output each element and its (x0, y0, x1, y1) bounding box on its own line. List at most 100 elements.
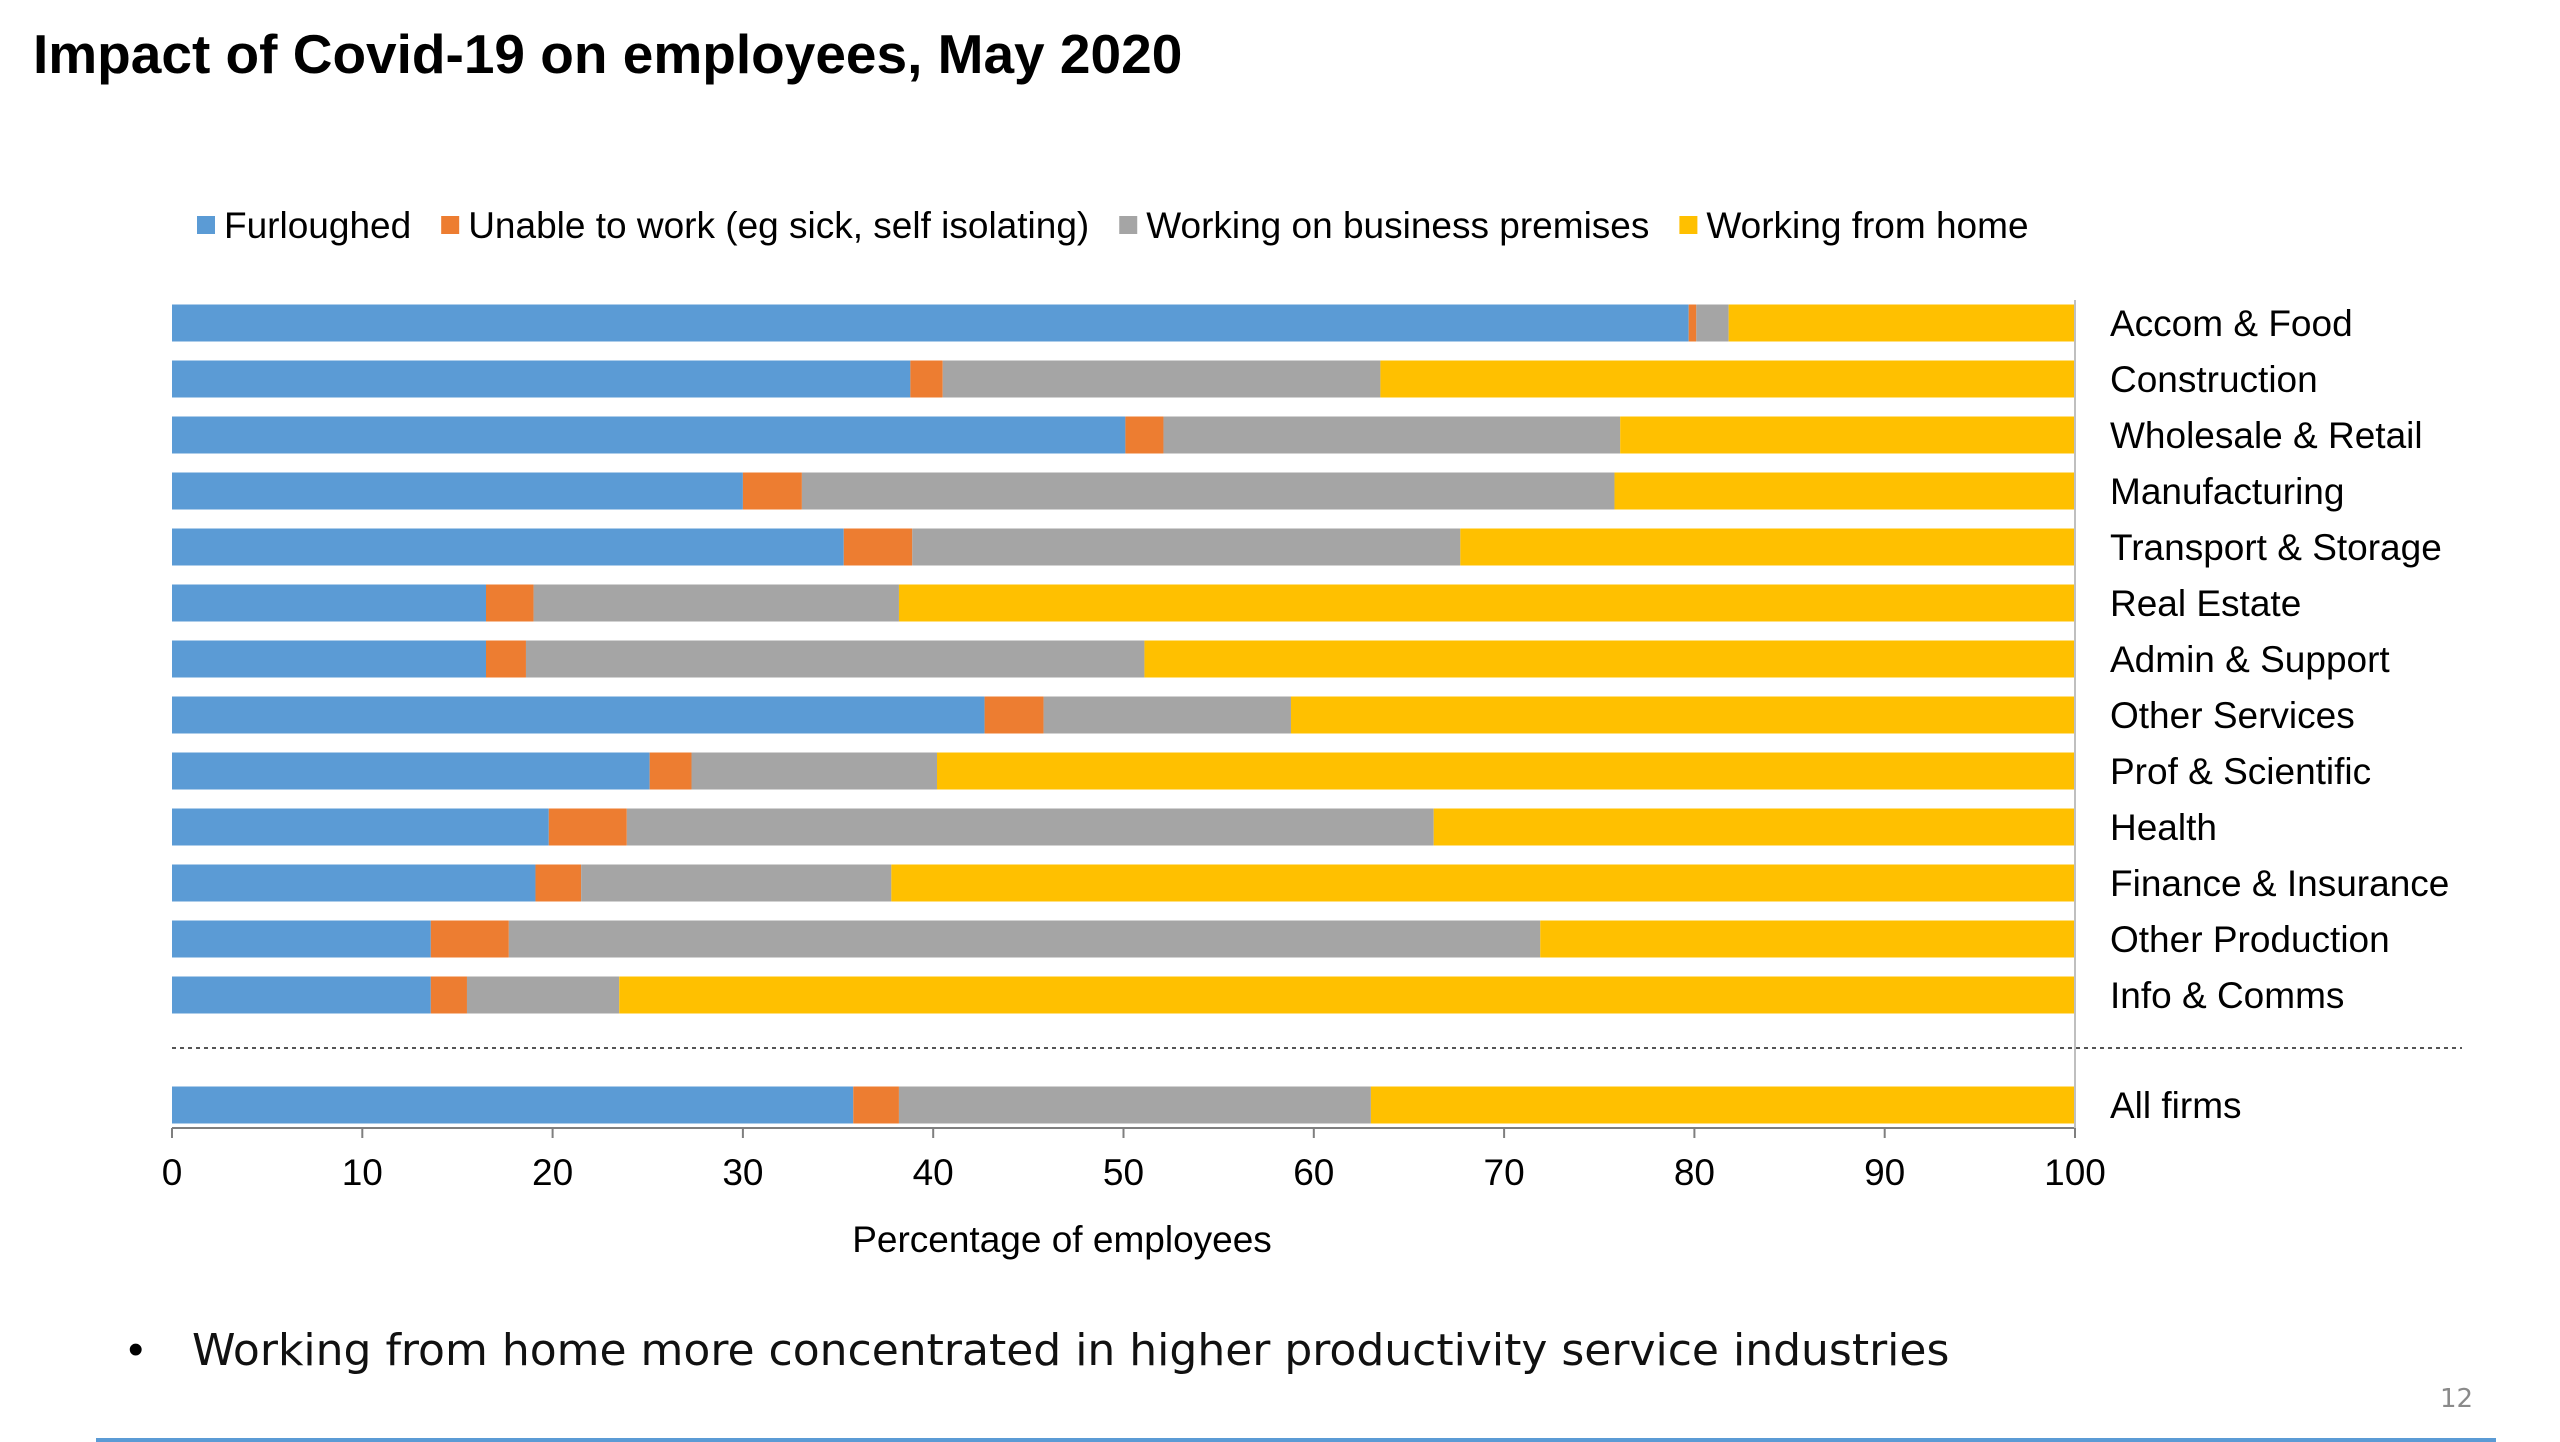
chart-legend: Furloughed Unable to work (eg sick, self … (197, 205, 2029, 246)
category-label-all-firms: All firms (2110, 1085, 2242, 1126)
x-tick-label: 30 (722, 1152, 763, 1193)
bar-other-production-working-on-business-premises (508, 920, 1541, 958)
category-label-other-services: Other Services (2110, 695, 2355, 736)
bar-all-firms-furloughed (172, 1086, 854, 1124)
bar-construction-furloughed (172, 360, 911, 398)
bar-wholesale-and-retail-unable-to-work-eg-sick-self-isolating (1125, 416, 1164, 454)
bar-construction-working-on-business-premises (942, 360, 1381, 398)
bar-all-firms-working-from-home (1370, 1086, 2075, 1124)
bar-transport-and-storage-working-on-business-premises (912, 528, 1461, 566)
bar-other-services-unable-to-work-eg-sick-self-isolating (984, 696, 1044, 734)
category-label-accom-and-food: Accom & Food (2110, 303, 2353, 344)
category-label-construction: Construction (2110, 359, 2318, 400)
bar-accom-and-food-working-from-home (1728, 304, 2075, 342)
legend-swatch-unable-to-work-eg-sick-self-isolating (441, 216, 460, 234)
bar-all-firms-working-on-business-premises (898, 1086, 1371, 1124)
bar-admin-and-support-unable-to-work-eg-sick-self-isolating (486, 640, 526, 678)
x-tick-label: 40 (913, 1152, 954, 1193)
legend-swatch-working-from-home (1679, 216, 1698, 234)
category-label-manufacturing: Manufacturing (2110, 471, 2344, 512)
bar-all-firms-unable-to-work-eg-sick-self-isolating (853, 1086, 899, 1124)
legend-label-working-from-home: Working from home (1706, 205, 2028, 246)
bar-finance-and-insurance-working-on-business-premises (581, 864, 892, 902)
bar-info-and-comms-furloughed (172, 976, 431, 1014)
category-label-transport-and-storage: Transport & Storage (2110, 527, 2442, 568)
category-label-other-production: Other Production (2110, 919, 2390, 960)
bullet-text: Working from home more concentrated in h… (192, 1325, 1950, 1376)
bar-accom-and-food-working-on-business-premises (1696, 304, 1729, 342)
bar-construction-working-from-home (1380, 360, 2075, 398)
x-tick-label: 0 (162, 1152, 183, 1193)
legend-swatch-furloughed (197, 216, 215, 234)
x-tick-label: 10 (342, 1152, 383, 1193)
x-axis-title: Percentage of employees (852, 1219, 1272, 1260)
category-label-real-estate: Real Estate (2110, 583, 2301, 624)
x-tick-label: 80 (1674, 1152, 1715, 1193)
bar-prof-and-scientific-working-from-home (937, 752, 2075, 790)
bar-prof-and-scientific-working-on-business-premises (691, 752, 938, 790)
bar-health-working-from-home (1433, 808, 2075, 846)
bar-prof-and-scientific-furloughed (172, 752, 650, 790)
bar-info-and-comms-working-on-business-premises (466, 976, 620, 1014)
bar-health-furloughed (172, 808, 549, 846)
bar-manufacturing-working-on-business-premises (801, 472, 1615, 510)
slide-title: Impact of Covid-19 on employees, May 202… (33, 23, 1183, 85)
category-labels: Accom & Food Construction Wholesale & Reta… (2110, 303, 2449, 1126)
bar-real-estate-working-from-home (898, 584, 2076, 622)
bar-health-unable-to-work-eg-sick-self-isolating (548, 808, 627, 846)
bar-admin-and-support-working-from-home (1144, 640, 2075, 678)
category-label-prof-and-scientific: Prof & Scientific (2110, 751, 2371, 792)
bar-other-services-working-from-home (1290, 696, 2075, 734)
bar-finance-and-insurance-unable-to-work-eg-sick-self-isolating (535, 864, 582, 902)
bar-manufacturing-furloughed (172, 472, 743, 510)
category-label-wholesale-and-retail: Wholesale & Retail (2110, 415, 2423, 456)
legend-label-furloughed: Furloughed (224, 205, 411, 246)
bar-wholesale-and-retail-working-from-home (1620, 416, 2075, 454)
x-tick-label: 50 (1103, 1152, 1144, 1193)
bullet-marker: • (128, 1325, 144, 1374)
legend-label-unable-to-work-eg-sick-self-isolating: Unable to work (eg sick, self isolating) (468, 205, 1089, 246)
bar-manufacturing-working-from-home (1614, 472, 2075, 510)
bar-transport-and-storage-working-from-home (1460, 528, 2075, 566)
x-tick-label: 20 (532, 1152, 573, 1193)
chart-bars (172, 304, 2076, 1124)
page-number: 12 (2440, 1384, 2474, 1414)
category-label-info-and-comms: Info & Comms (2110, 975, 2344, 1016)
x-tick-label: 90 (1864, 1152, 1905, 1193)
bar-admin-and-support-furloughed (172, 640, 486, 678)
stacked-bar-chart: Furloughed Unable to work (eg sick, self … (162, 205, 2462, 1260)
chart-axes: 0 10 20 30 40 50 60 70 80 90 100 (162, 300, 2462, 1193)
bar-wholesale-and-retail-working-on-business-premises (1163, 416, 1621, 454)
bar-other-services-working-on-business-premises (1043, 696, 1291, 734)
bar-construction-unable-to-work-eg-sick-self-isolating (910, 360, 943, 398)
category-label-finance-and-insurance: Finance & Insurance (2110, 863, 2449, 904)
bar-info-and-comms-unable-to-work-eg-sick-self-isolating (430, 976, 467, 1014)
bar-other-production-unable-to-work-eg-sick-self-isolating (430, 920, 509, 958)
x-tick-label: 60 (1293, 1152, 1334, 1193)
category-label-health: Health (2110, 807, 2217, 848)
bar-health-working-on-business-premises (626, 808, 1434, 846)
bar-real-estate-working-on-business-premises (533, 584, 899, 622)
bar-accom-and-food-furloughed (172, 304, 1689, 342)
legend-label-working-on-business-premises: Working on business premises (1146, 205, 1649, 246)
bar-real-estate-furloughed (172, 584, 486, 622)
footer-rule (96, 1438, 2496, 1442)
legend-swatch-working-on-business-premises (1119, 216, 1138, 234)
bar-info-and-comms-working-from-home (619, 976, 2076, 1014)
bar-manufacturing-unable-to-work-eg-sick-self-isolating (742, 472, 802, 510)
bar-accom-and-food-unable-to-work-eg-sick-self-isolating (1688, 304, 1697, 342)
x-tick-label: 70 (1484, 1152, 1525, 1193)
bar-finance-and-insurance-furloughed (172, 864, 536, 902)
bar-admin-and-support-working-on-business-premises (525, 640, 1145, 678)
bar-other-production-working-from-home (1540, 920, 2075, 958)
bar-wholesale-and-retail-furloughed (172, 416, 1126, 454)
bar-real-estate-unable-to-work-eg-sick-self-isolating (486, 584, 534, 622)
bar-other-production-furloughed (172, 920, 431, 958)
bar-other-services-furloughed (172, 696, 985, 734)
bar-transport-and-storage-furloughed (172, 528, 844, 566)
bar-prof-and-scientific-unable-to-work-eg-sick-self-isolating (649, 752, 692, 790)
x-tick-label: 100 (2044, 1152, 2106, 1193)
category-label-admin-and-support: Admin & Support (2110, 639, 2390, 680)
bar-transport-and-storage-unable-to-work-eg-sick-self-isolating (843, 528, 913, 566)
bar-finance-and-insurance-working-from-home (891, 864, 2075, 902)
